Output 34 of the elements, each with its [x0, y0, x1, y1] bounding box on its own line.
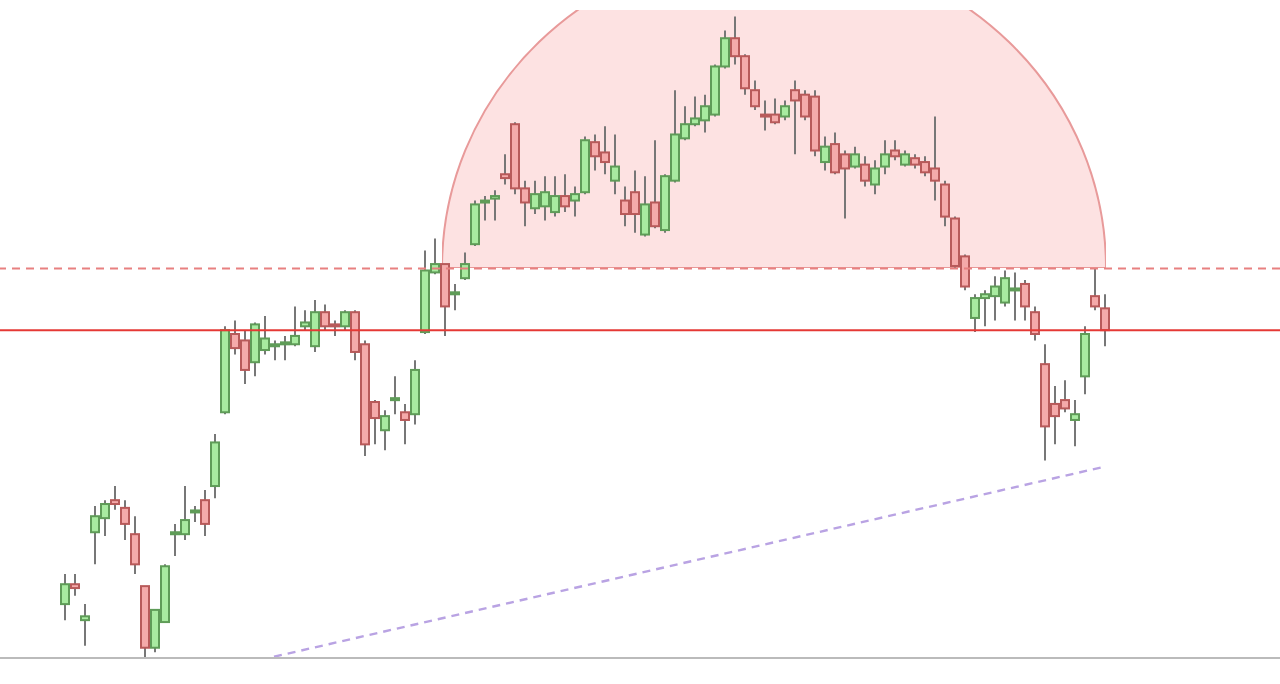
candlestick — [460, 251, 470, 282]
candlestick — [1070, 399, 1080, 448]
candlestick — [130, 515, 140, 575]
candlestick — [750, 79, 760, 112]
candlestick — [780, 99, 790, 122]
candlestick — [400, 402, 410, 446]
candlestick — [410, 359, 420, 426]
candlestick — [650, 139, 660, 230]
candlestick — [450, 282, 460, 312]
candlestick — [340, 309, 350, 332]
candlestick — [860, 155, 870, 188]
candlestick — [1100, 293, 1110, 348]
candlestick — [60, 572, 70, 622]
candlestick — [380, 409, 390, 452]
candlestick — [440, 263, 450, 337]
candlestick — [1030, 305, 1040, 342]
candlestick — [80, 603, 90, 647]
candlestick — [210, 433, 220, 500]
candlestick — [570, 185, 580, 218]
candlestick — [70, 572, 80, 597]
candlestick — [560, 173, 570, 214]
candlestick — [1080, 325, 1090, 396]
candlestick — [110, 485, 120, 511]
candlestick — [820, 135, 830, 172]
candlestick — [120, 499, 130, 541]
candlestick — [200, 488, 210, 538]
candlestick — [610, 133, 620, 196]
candlestick — [940, 179, 950, 228]
candlestick — [1090, 267, 1100, 312]
candlestick — [890, 139, 900, 162]
candlestick — [640, 175, 650, 238]
candlestick — [390, 375, 400, 416]
candlestick — [1020, 279, 1030, 322]
candlestick — [490, 189, 500, 222]
